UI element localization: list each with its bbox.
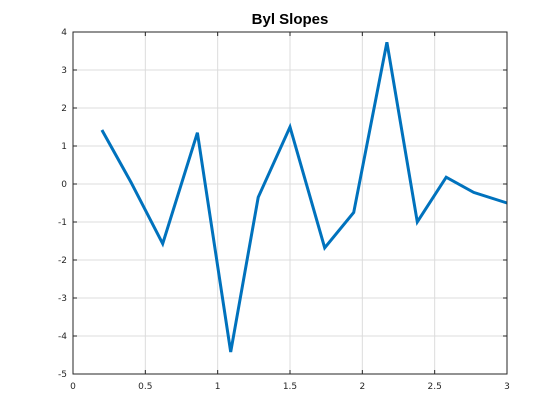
x-tick-label: 3 bbox=[504, 382, 510, 392]
y-tick-label: -2 bbox=[58, 256, 67, 266]
grid bbox=[72, 31, 508, 375]
series-line bbox=[100, 42, 508, 353]
x-tick-label: 2 bbox=[359, 382, 365, 392]
series-layer bbox=[100, 42, 508, 353]
y-tick-label: 3 bbox=[61, 66, 67, 76]
x-tick-label: 2.5 bbox=[428, 382, 442, 392]
y-tick-label: -1 bbox=[58, 218, 67, 228]
x-tick-label: 0.5 bbox=[138, 382, 152, 392]
x-tick-label: 1 bbox=[215, 382, 221, 392]
x-tick-label: 0 bbox=[70, 382, 76, 392]
y-tick-label: -3 bbox=[58, 294, 67, 304]
y-tick-label: 4 bbox=[61, 28, 67, 38]
y-tick-label: 0 bbox=[61, 180, 67, 190]
ticks: 0 0.5 1 1.5 2 2.5 3 -5 -4 -3 -2 -1 0 1 2 3 4 bbox=[58, 28, 510, 392]
chart-title: Byl Slopes bbox=[252, 11, 329, 28]
y-tick-label: 2 bbox=[61, 104, 67, 114]
y-tick-label: 1 bbox=[61, 142, 67, 152]
y-tick-label: -5 bbox=[58, 370, 67, 380]
y-tick-label: -4 bbox=[58, 332, 67, 342]
x-tick-label: 1.5 bbox=[283, 382, 297, 392]
